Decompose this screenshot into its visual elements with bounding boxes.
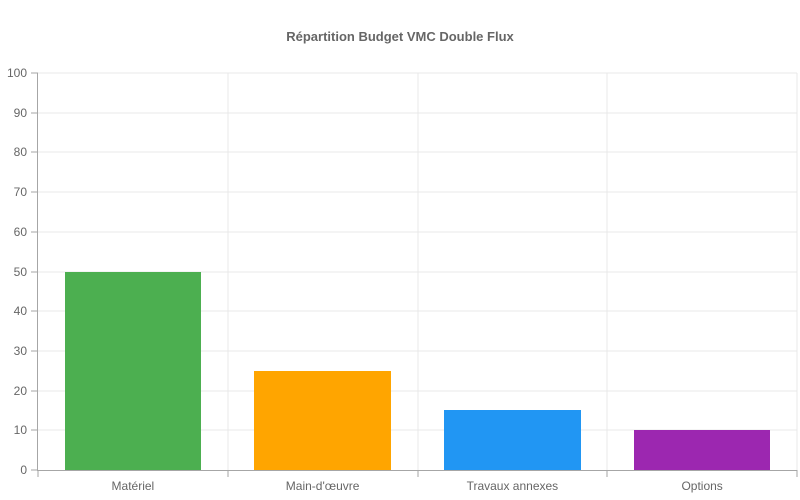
x-gridline bbox=[796, 73, 798, 470]
y-axis-tick bbox=[31, 310, 38, 312]
bar-options bbox=[633, 430, 771, 470]
x-axis-tick bbox=[796, 470, 798, 477]
x-gridline bbox=[417, 73, 418, 470]
x-gridline bbox=[606, 73, 608, 470]
y-axis-tick bbox=[31, 469, 38, 471]
bar-mat-riel bbox=[64, 271, 202, 470]
y-axis-tick bbox=[31, 429, 38, 431]
y-tick-label: 20 bbox=[13, 383, 27, 398]
plot-area: 0 10 20 30 40 50 60 70 80 90 100 Matériel Main-d'œuv… bbox=[7, 67, 798, 493]
y-axis-tick bbox=[31, 151, 38, 153]
y-tick-label: 50 bbox=[13, 264, 27, 279]
x-axis-tick bbox=[37, 470, 39, 477]
y-tick-label: 100 bbox=[6, 66, 27, 80]
chart-title: Répartition Budget VMC Double Flux bbox=[286, 29, 514, 44]
y-axis-tick bbox=[31, 72, 38, 74]
y-tick-label: 0 bbox=[20, 463, 27, 477]
y-tick-label: 30 bbox=[13, 343, 27, 358]
x-category-label: Matériel bbox=[111, 479, 155, 493]
x-gridline bbox=[227, 73, 229, 470]
y-tick-label: 70 bbox=[13, 185, 27, 200]
x-category-label: Travaux annexes bbox=[466, 479, 559, 493]
y-axis-tick bbox=[31, 231, 38, 233]
x-category-label: Main-d'œuvre bbox=[285, 479, 360, 493]
y-axis-tick bbox=[31, 191, 38, 193]
x-axis-tick bbox=[606, 470, 608, 477]
y-axis-tick bbox=[31, 271, 38, 272]
bar-travaux-annexes bbox=[444, 410, 581, 470]
y-tick-label: 40 bbox=[13, 304, 27, 319]
x-category-label: Options bbox=[681, 479, 723, 493]
y-tick-label: 10 bbox=[13, 423, 27, 438]
bar-main-d-uvre bbox=[254, 370, 391, 470]
y-tick-label: 80 bbox=[13, 145, 27, 160]
y-axis-tick bbox=[31, 350, 38, 352]
x-axis-tick bbox=[227, 470, 229, 477]
y-axis-tick bbox=[31, 112, 38, 114]
y-axis-tick bbox=[31, 390, 38, 392]
y-tick-label: 90 bbox=[13, 105, 27, 120]
x-axis-tick bbox=[417, 470, 418, 477]
y-tick-label: 60 bbox=[13, 224, 27, 239]
